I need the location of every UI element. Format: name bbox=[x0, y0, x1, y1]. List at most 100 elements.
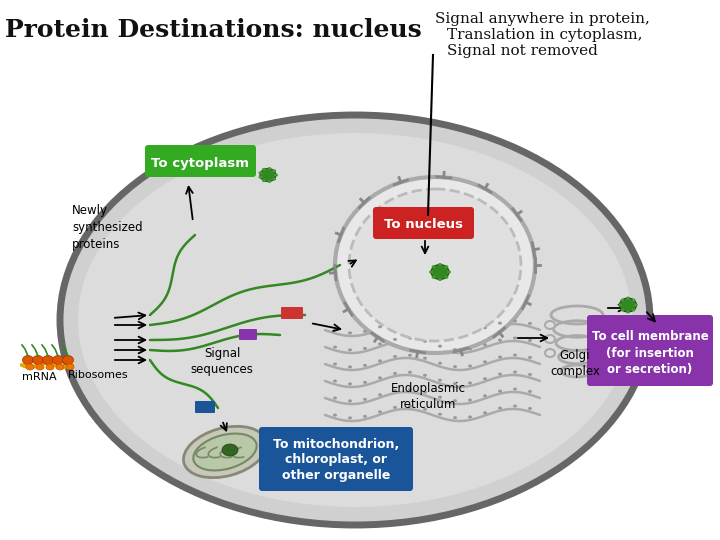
Text: Signal not removed: Signal not removed bbox=[447, 44, 598, 58]
Ellipse shape bbox=[363, 398, 367, 401]
Ellipse shape bbox=[431, 265, 436, 268]
Text: Protein Destinations: nucleus: Protein Destinations: nucleus bbox=[5, 18, 422, 42]
Ellipse shape bbox=[599, 349, 609, 357]
Ellipse shape bbox=[498, 339, 502, 342]
Ellipse shape bbox=[363, 381, 367, 384]
Ellipse shape bbox=[258, 176, 263, 179]
Ellipse shape bbox=[528, 322, 532, 325]
Ellipse shape bbox=[619, 298, 636, 312]
Ellipse shape bbox=[431, 276, 436, 279]
Ellipse shape bbox=[498, 322, 502, 325]
Ellipse shape bbox=[621, 299, 624, 301]
Ellipse shape bbox=[483, 394, 487, 397]
Ellipse shape bbox=[393, 338, 397, 341]
Ellipse shape bbox=[599, 321, 609, 329]
Ellipse shape bbox=[438, 362, 442, 364]
Ellipse shape bbox=[408, 404, 412, 408]
Ellipse shape bbox=[513, 388, 517, 390]
Ellipse shape bbox=[438, 328, 442, 330]
Text: Newly
synthesized
proteins: Newly synthesized proteins bbox=[72, 204, 143, 251]
Ellipse shape bbox=[222, 444, 238, 456]
FancyBboxPatch shape bbox=[239, 329, 257, 340]
Ellipse shape bbox=[333, 396, 337, 400]
Ellipse shape bbox=[393, 389, 397, 392]
Text: Ribosomes: Ribosomes bbox=[68, 370, 129, 380]
Ellipse shape bbox=[453, 348, 457, 351]
Ellipse shape bbox=[363, 330, 367, 333]
Ellipse shape bbox=[348, 400, 352, 402]
Text: To cytoplasm: To cytoplasm bbox=[151, 157, 249, 170]
Ellipse shape bbox=[32, 355, 43, 364]
Ellipse shape bbox=[599, 335, 609, 343]
Ellipse shape bbox=[626, 296, 630, 300]
Ellipse shape bbox=[438, 396, 442, 399]
Ellipse shape bbox=[513, 370, 517, 374]
Ellipse shape bbox=[42, 355, 53, 364]
Ellipse shape bbox=[438, 278, 442, 281]
Ellipse shape bbox=[262, 168, 266, 171]
Ellipse shape bbox=[498, 407, 502, 409]
Ellipse shape bbox=[272, 178, 276, 181]
Ellipse shape bbox=[453, 331, 457, 334]
Ellipse shape bbox=[378, 359, 382, 362]
Ellipse shape bbox=[349, 189, 521, 341]
Ellipse shape bbox=[528, 339, 532, 342]
Ellipse shape bbox=[513, 404, 517, 408]
Ellipse shape bbox=[393, 372, 397, 375]
Ellipse shape bbox=[429, 271, 433, 273]
Ellipse shape bbox=[333, 414, 337, 416]
Ellipse shape bbox=[468, 364, 472, 368]
Ellipse shape bbox=[528, 390, 532, 393]
Ellipse shape bbox=[423, 408, 427, 411]
Ellipse shape bbox=[438, 263, 442, 266]
Ellipse shape bbox=[468, 381, 472, 384]
Ellipse shape bbox=[363, 364, 367, 367]
Ellipse shape bbox=[53, 355, 63, 364]
Ellipse shape bbox=[528, 356, 532, 359]
FancyBboxPatch shape bbox=[259, 427, 413, 491]
Ellipse shape bbox=[348, 382, 352, 386]
Ellipse shape bbox=[66, 364, 74, 370]
Ellipse shape bbox=[431, 265, 449, 280]
Text: To mitochondrion,
chloroplast, or
other organelle: To mitochondrion, chloroplast, or other … bbox=[273, 437, 399, 483]
Ellipse shape bbox=[444, 265, 449, 268]
Ellipse shape bbox=[483, 343, 487, 346]
FancyBboxPatch shape bbox=[281, 307, 303, 319]
Ellipse shape bbox=[335, 177, 535, 353]
Ellipse shape bbox=[36, 364, 44, 370]
Ellipse shape bbox=[545, 335, 555, 343]
Ellipse shape bbox=[483, 360, 487, 363]
Ellipse shape bbox=[528, 407, 532, 410]
Ellipse shape bbox=[267, 167, 271, 170]
Text: Signal
sequences: Signal sequences bbox=[191, 347, 253, 376]
Ellipse shape bbox=[423, 357, 427, 360]
Ellipse shape bbox=[438, 345, 442, 348]
Ellipse shape bbox=[438, 379, 442, 382]
Ellipse shape bbox=[408, 336, 412, 340]
Ellipse shape bbox=[618, 303, 622, 307]
Ellipse shape bbox=[545, 349, 555, 357]
Ellipse shape bbox=[78, 133, 632, 507]
Ellipse shape bbox=[348, 348, 352, 352]
Ellipse shape bbox=[453, 416, 457, 419]
Ellipse shape bbox=[513, 354, 517, 356]
Ellipse shape bbox=[621, 308, 624, 312]
Ellipse shape bbox=[423, 374, 427, 377]
Ellipse shape bbox=[26, 364, 34, 370]
Ellipse shape bbox=[632, 308, 636, 312]
Ellipse shape bbox=[363, 347, 367, 350]
Ellipse shape bbox=[468, 399, 472, 401]
Ellipse shape bbox=[63, 355, 73, 364]
Ellipse shape bbox=[193, 434, 257, 470]
Ellipse shape bbox=[274, 173, 278, 177]
Ellipse shape bbox=[634, 303, 638, 307]
Text: Endoplasmic
reticulum: Endoplasmic reticulum bbox=[390, 382, 466, 411]
Ellipse shape bbox=[453, 399, 457, 402]
Ellipse shape bbox=[393, 355, 397, 358]
Ellipse shape bbox=[56, 364, 64, 370]
Ellipse shape bbox=[444, 276, 449, 279]
Ellipse shape bbox=[393, 321, 397, 324]
Ellipse shape bbox=[468, 330, 472, 334]
Ellipse shape bbox=[46, 364, 54, 370]
FancyBboxPatch shape bbox=[587, 315, 713, 386]
